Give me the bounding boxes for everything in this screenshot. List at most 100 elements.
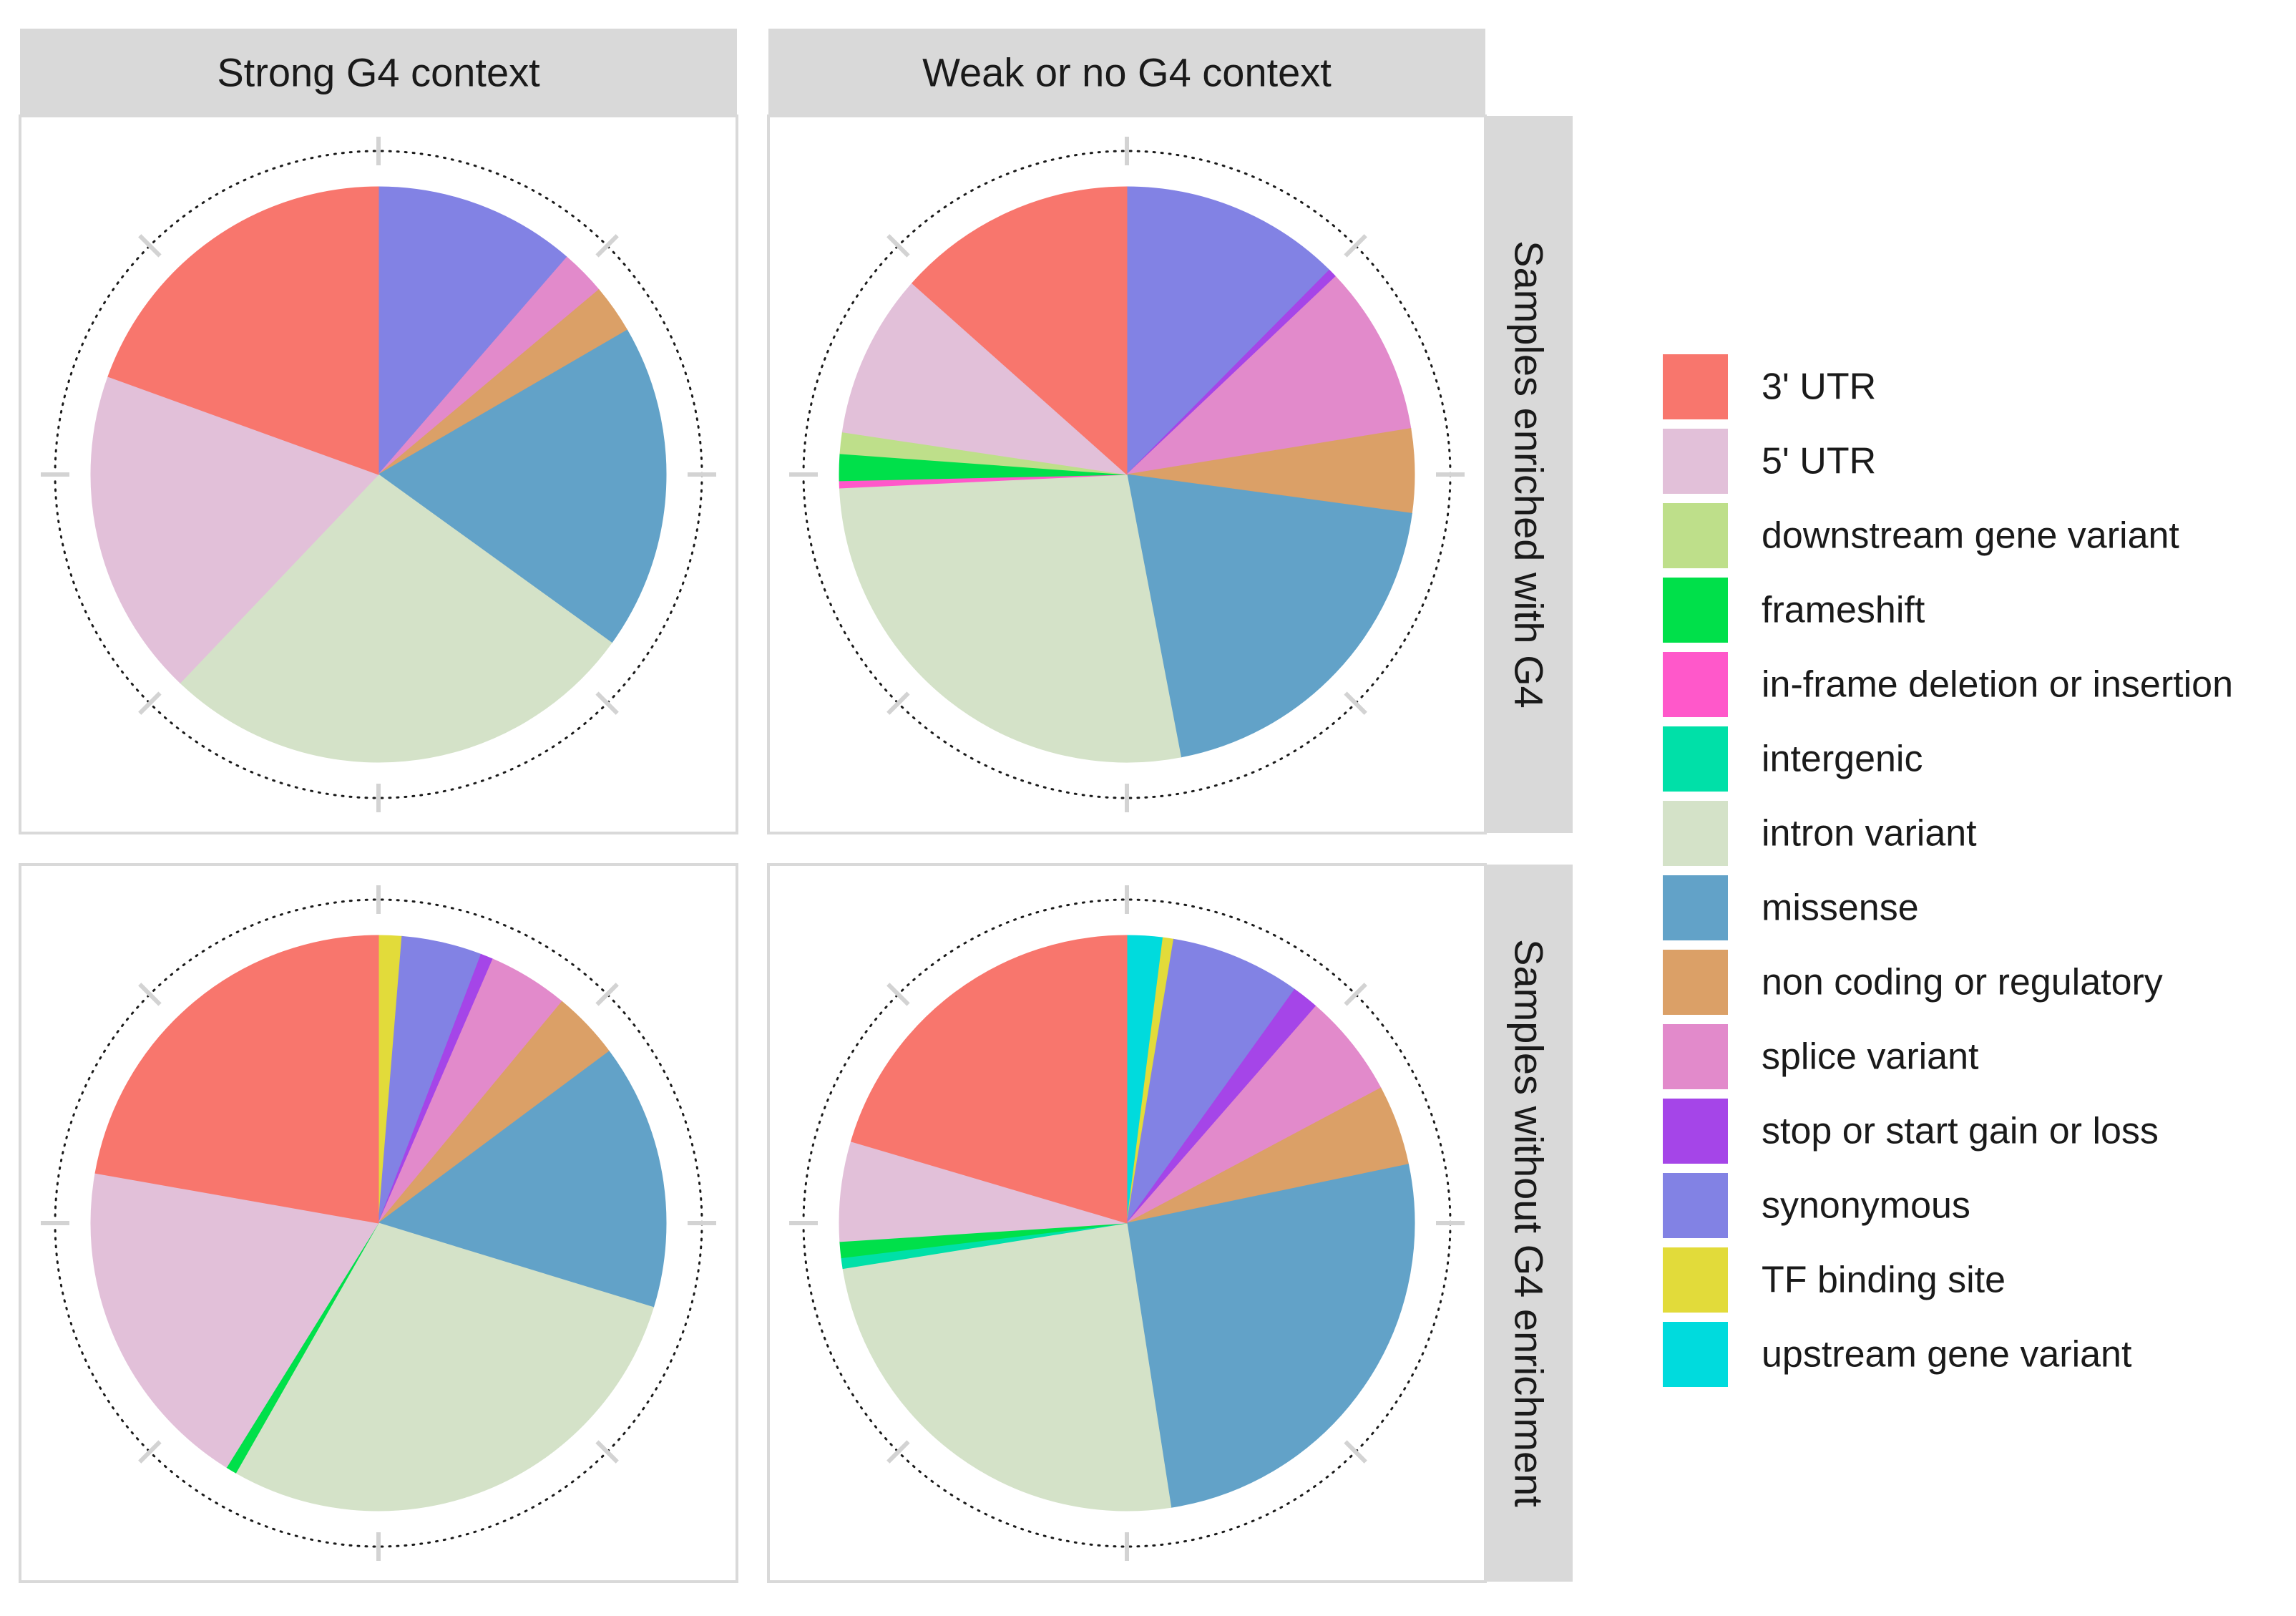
theta-tick — [886, 983, 910, 1006]
legend-item: TF binding site — [1660, 1245, 2006, 1315]
slice-synonymous — [378, 186, 568, 476]
slice-synonymous — [1126, 938, 1296, 1224]
legend-key-stop-or-start-gain-or-loss — [1660, 1096, 1731, 1167]
legend-key-tf-binding-site — [1660, 1245, 1731, 1315]
slice-3-utr — [107, 186, 379, 475]
row-strip-enriched: Samples enriched with G4 — [1485, 116, 1573, 833]
theta-tick — [138, 234, 162, 258]
legend-item: synonymous — [1660, 1170, 1970, 1241]
slice-intron-variant — [180, 474, 612, 763]
panel-without-strong — [19, 863, 738, 1583]
legend-item: intron variant — [1660, 798, 1977, 869]
row-strip-label-enriched: Samples enriched with G4 — [1507, 240, 1552, 709]
slice-3-utr — [850, 935, 1128, 1224]
legend-label: TF binding site — [1762, 1260, 2006, 1301]
column-strip-label-weak: Weak or no G4 context — [922, 50, 1332, 95]
pie-slices — [90, 186, 667, 763]
slice-3-utr — [94, 935, 379, 1224]
theta-tick — [886, 234, 910, 258]
legend-key-intron-variant — [1660, 798, 1731, 869]
pie-slices — [90, 935, 667, 1512]
slice-5-utr — [90, 376, 379, 683]
column-strip-weak-g4: Weak or no G4 context — [768, 29, 1485, 116]
legend-item: 3' UTR — [1660, 351, 1876, 422]
panel-without-weak — [767, 863, 1487, 1583]
slice-synonymous — [1126, 186, 1330, 476]
legend-label: synonymous — [1762, 1185, 1970, 1227]
legend-label: intron variant — [1762, 813, 1977, 855]
row-strip-label-without: Samples without G4 enrichment — [1507, 939, 1552, 1507]
legend-item: 5' UTR — [1660, 426, 1876, 497]
legend-label: stop or start gain or loss — [1762, 1111, 2159, 1152]
slice-5-utr — [841, 283, 1128, 475]
theta-tick — [1344, 691, 1367, 715]
legend-key-downstream-gene-variant — [1660, 500, 1731, 571]
theta-tick — [595, 983, 619, 1006]
theta-tick — [595, 691, 619, 715]
legend-item: splice variant — [1660, 1021, 1979, 1092]
slice-missense — [1126, 474, 1412, 758]
panel-grid — [789, 137, 1465, 812]
slice-splice-variant — [1126, 1006, 1382, 1224]
legend-item: upstream gene variant — [1660, 1319, 2132, 1390]
panel-enriched-strong — [19, 115, 738, 834]
legend-label: 5' UTR — [1762, 441, 1876, 482]
legend-key-3-utr — [1660, 351, 1731, 422]
legend-key-5-utr — [1660, 426, 1731, 497]
legend-key-missense — [1660, 872, 1731, 943]
legend-label: in-frame deletion or insertion — [1762, 664, 2233, 706]
slice-missense — [1126, 1164, 1415, 1508]
legend-key-frameshift — [1660, 575, 1731, 646]
pie-slices — [839, 186, 1415, 763]
legend-item: non coding or regulatory — [1660, 947, 2163, 1018]
legend: 3' UTR 5' UTR downstream gene variant frame… — [1660, 351, 2233, 1390]
slice-missense — [377, 1051, 667, 1308]
legend-key-intergenic — [1660, 724, 1731, 794]
legend-item: stop or start gain or loss — [1660, 1096, 2159, 1167]
legend-label: frameshift — [1762, 590, 1925, 631]
legend-label: 3' UTR — [1762, 366, 1876, 408]
theta-tick — [138, 1440, 162, 1464]
slice-intron-variant — [839, 474, 1182, 763]
theta-tick — [1344, 234, 1367, 258]
legend-label: upstream gene variant — [1762, 1334, 2132, 1376]
panel-grid — [41, 885, 716, 1561]
legend-label: intergenic — [1762, 739, 1923, 780]
legend-item: intergenic — [1660, 724, 1923, 794]
slice-intron-variant — [235, 1222, 655, 1512]
slice-5-utr — [90, 1172, 379, 1469]
theta-tick — [595, 1440, 619, 1464]
legend-item: frameshift — [1660, 575, 1925, 646]
panel-grid — [41, 137, 716, 812]
legend-label: missense — [1762, 887, 1919, 929]
column-strip-strong-g4: Strong G4 context — [20, 29, 737, 116]
legend-key-non-coding-or-regulatory — [1660, 947, 1731, 1018]
theta-tick — [886, 691, 910, 715]
pie-slices — [839, 935, 1415, 1512]
theta-tick — [138, 691, 162, 715]
legend-key-in-frame-deletion-or-insertion — [1660, 649, 1731, 720]
slice-intron-variant — [842, 1222, 1172, 1512]
legend-item: downstream gene variant — [1660, 500, 2179, 571]
panel-enriched-weak — [767, 115, 1487, 834]
theta-tick — [1344, 1440, 1367, 1464]
legend-item: in-frame deletion or insertion — [1660, 649, 2233, 720]
slice-3-utr — [911, 186, 1128, 476]
legend-label: splice variant — [1762, 1036, 1979, 1078]
legend-key-synonymous — [1660, 1170, 1731, 1241]
panel-grid — [789, 885, 1465, 1561]
theta-tick — [1344, 983, 1367, 1006]
legend-item: missense — [1660, 872, 1919, 943]
row-strip-without: Samples without G4 enrichment — [1485, 865, 1573, 1582]
theta-tick — [886, 1440, 910, 1464]
legend-label: non coding or regulatory — [1762, 962, 2163, 1003]
slice-missense — [378, 329, 667, 643]
theta-tick — [595, 234, 619, 258]
slice-5-utr — [839, 1141, 1128, 1242]
legend-key-splice-variant — [1660, 1021, 1731, 1092]
legend-label: downstream gene variant — [1762, 515, 2179, 557]
legend-key-upstream-gene-variant — [1660, 1319, 1731, 1390]
theta-tick — [138, 983, 162, 1006]
column-strip-label-strong: Strong G4 context — [217, 50, 540, 95]
